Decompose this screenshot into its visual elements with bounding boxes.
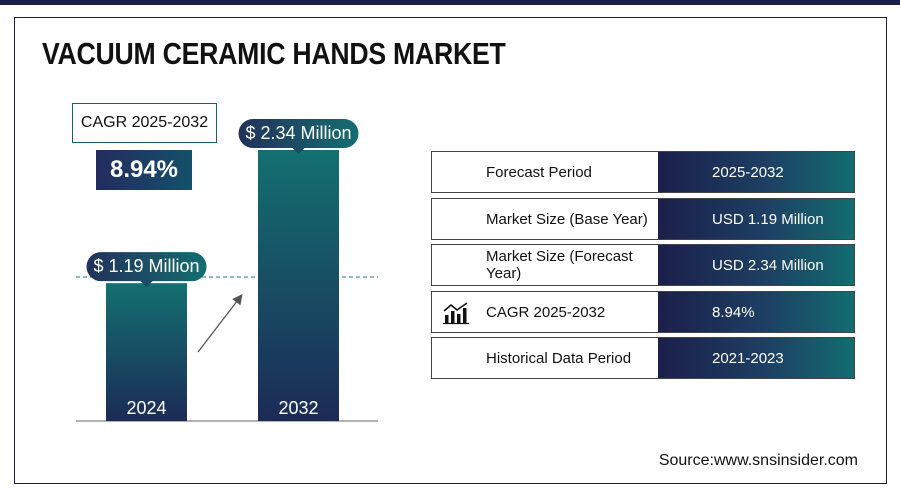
- data-label: $ 2.34 Million: [245, 123, 351, 143]
- table-row: CAGR 2025-2032 8.94%: [431, 291, 855, 333]
- bar-chart-growth-icon: [443, 302, 469, 325]
- value-pill-pointer: [139, 280, 154, 288]
- value-pill: [238, 119, 359, 148]
- value-pill: [86, 252, 207, 282]
- table-key: Market Size (Forecast Year): [486, 248, 633, 282]
- table-value: 8.94%: [658, 292, 854, 332]
- table-value: 2021-2023: [658, 338, 854, 378]
- cagr-value-badge: 8.94%: [96, 150, 192, 190]
- data-label: $ 1.19 Million: [93, 256, 199, 276]
- table-key-text: CAGR 2025-2032: [486, 303, 606, 321]
- table-value: 2025-2032: [658, 152, 854, 192]
- growth-arrow: [197, 293, 243, 353]
- bar-2024: [106, 283, 187, 421]
- bar-2032: [258, 150, 339, 421]
- x-tick-label: 2032: [278, 398, 318, 418]
- table-key: Market Size (Base Year): [486, 210, 648, 228]
- x-tick-label: 2024: [126, 398, 166, 418]
- table-row: Market Size (Forecast Year) USD 2.34 Mil…: [431, 244, 855, 286]
- table-key: Forecast Period: [486, 163, 592, 181]
- table-value: USD 2.34 Million: [658, 245, 854, 285]
- table-key: CAGR 2025-2032: [432, 292, 658, 332]
- table-row: Forecast Period 2025-2032: [431, 151, 855, 193]
- value-pill-pointer: [291, 147, 306, 154]
- table-row: Historical Data Period 2021-2023: [431, 337, 855, 379]
- page-title: VACUUM CERAMIC HANDS MARKET: [42, 36, 506, 71]
- source-credit: Source:www.snsinsider.com: [658, 452, 858, 469]
- top-band: [0, 0, 900, 5]
- table-row: Market Size (Base Year) USD 1.19 Million: [431, 198, 855, 240]
- table-value: USD 1.19 Million: [658, 199, 854, 239]
- cagr-label-box: CAGR 2025-2032: [72, 103, 217, 143]
- table-key: Historical Data Period: [486, 349, 632, 367]
